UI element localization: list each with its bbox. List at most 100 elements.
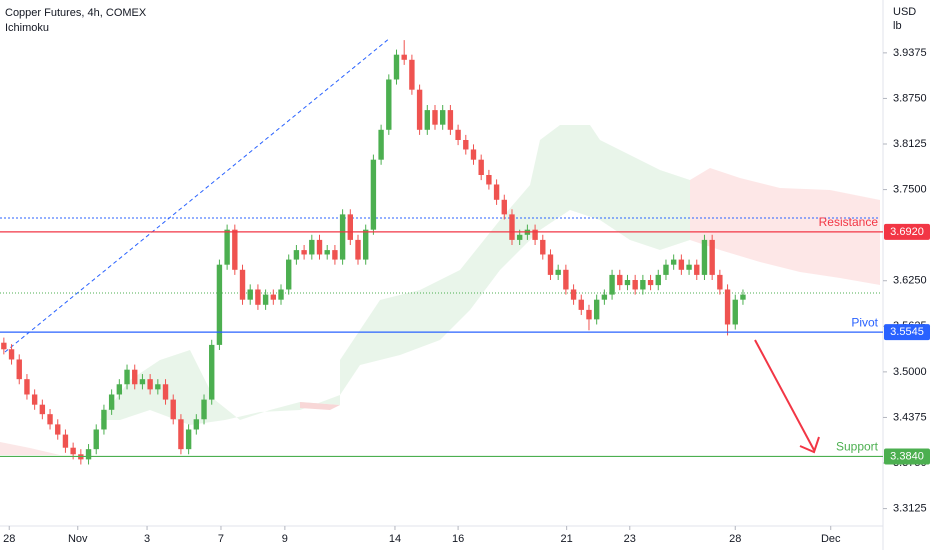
candle-body [586, 309, 592, 320]
cloud-red [690, 168, 880, 285]
currency-label: USD [893, 6, 916, 18]
candle-body [262, 294, 269, 305]
arrow-head [799, 436, 820, 454]
candle-body [478, 159, 484, 175]
cloud-red [0, 442, 60, 455]
candle-body [647, 280, 654, 286]
candle-body [85, 449, 92, 460]
candle-body [324, 250, 330, 255]
candle-body [301, 250, 307, 255]
candle-body [124, 369, 130, 385]
candle-body [101, 409, 107, 430]
candle-body [670, 259, 677, 265]
candle-body [470, 149, 477, 160]
candle-body [624, 280, 631, 286]
candle-body [332, 250, 338, 260]
candle-body [363, 229, 369, 260]
candle-body [416, 89, 423, 130]
candle-body [139, 379, 146, 385]
arrow [754, 339, 815, 451]
candle-body [316, 239, 323, 255]
candle-body [432, 110, 438, 125]
candle-body [740, 294, 746, 300]
y-tick-label: 3.8750 [893, 92, 927, 104]
candle-body [255, 289, 261, 305]
candle-body [24, 379, 30, 395]
x-tick-label: 7 [218, 533, 224, 545]
y-tick-label: 3.4375 [893, 411, 927, 423]
candle-body [678, 259, 685, 270]
y-tick-label: 3.3125 [893, 503, 927, 515]
candle-body [493, 184, 500, 200]
unit-label: lb [893, 20, 902, 32]
candle-body [155, 384, 161, 390]
y-tick-label: 3.6250 [893, 275, 927, 287]
candle-body [509, 214, 515, 240]
level-badge-text: 3.6920 [890, 226, 924, 238]
cloud-green [100, 125, 690, 425]
candle-body [393, 54, 400, 80]
candle-body [270, 294, 277, 300]
x-tick-label: 28 [3, 533, 15, 545]
candle-body [578, 299, 584, 310]
candle-body [178, 419, 184, 450]
candle-body [724, 289, 731, 325]
candle-body [31, 394, 38, 405]
x-tick-label: 23 [624, 533, 636, 545]
candle-body [47, 414, 53, 425]
y-tick-label: 3.9375 [893, 47, 927, 59]
candle-body [701, 239, 708, 275]
candle-body [1, 342, 7, 350]
x-tick-label: 21 [561, 533, 573, 545]
candle-body [563, 269, 569, 290]
candle-body [601, 294, 608, 300]
candle-body [55, 424, 61, 435]
candle-body [62, 434, 69, 448]
candle-body [378, 129, 384, 160]
candle-body [409, 59, 415, 90]
candle-body [686, 264, 692, 270]
level-label: Resistance [819, 215, 879, 229]
candle-body [709, 239, 715, 275]
candle-body [547, 254, 554, 275]
candle-body [663, 264, 669, 275]
candle-body [39, 404, 46, 415]
candle-body [8, 349, 15, 360]
candle-body [570, 289, 577, 300]
level-badge [884, 324, 930, 341]
candle-body [286, 259, 292, 290]
plot [1, 40, 746, 465]
candle-body [232, 229, 238, 270]
candle-body [655, 274, 661, 286]
candle-body [486, 175, 492, 185]
y-tick-label: 3.8125 [893, 138, 927, 150]
candle-body [347, 214, 354, 240]
candle-body [70, 447, 76, 455]
candle-body [501, 199, 507, 215]
candle-body [216, 264, 223, 345]
level-badge-text: 3.5545 [890, 326, 924, 338]
x-tick-label: 3 [144, 533, 150, 545]
candle-body [355, 239, 361, 260]
level-label: Support [836, 440, 879, 454]
x-tick-label: 28 [729, 533, 741, 545]
candle-body [108, 394, 115, 410]
candle-body [532, 229, 538, 240]
candle-body [16, 359, 22, 380]
candle-body [540, 239, 546, 255]
cloud-red [300, 402, 340, 410]
candle-body [224, 229, 230, 265]
candle-body [424, 110, 430, 130]
candle-body [516, 234, 523, 240]
candle-body [339, 214, 346, 260]
candle-body [185, 429, 192, 450]
x-tick-label: 16 [452, 533, 464, 545]
candle-body [617, 274, 623, 286]
candle-body [209, 344, 215, 400]
candle-body [93, 429, 99, 450]
candle-body [162, 384, 169, 400]
candle-body [386, 79, 392, 130]
candle-body [632, 280, 638, 290]
candle-body [239, 269, 246, 300]
